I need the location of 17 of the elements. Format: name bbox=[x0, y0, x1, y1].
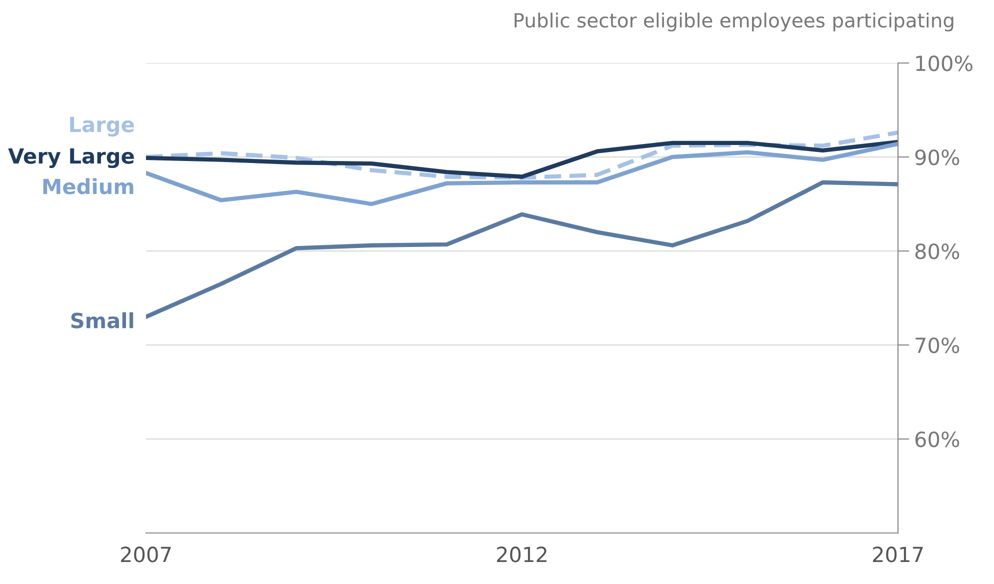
line-series bbox=[146, 140, 898, 179]
y-tick-label: 70% bbox=[916, 337, 960, 354]
y-tick-label: 80% bbox=[915, 243, 960, 260]
y-tick-label: 100% bbox=[916, 55, 972, 72]
line-series bbox=[146, 180, 898, 319]
chart-title: Public sector eligible employees participating bbox=[514, 12, 954, 32]
series-label: Medium bbox=[43, 178, 134, 194]
series-label: Small bbox=[71, 312, 134, 328]
series-label: Very Large bbox=[8, 148, 134, 168]
y-tick-label: 60% bbox=[915, 431, 960, 448]
line-series bbox=[146, 130, 898, 180]
line-series bbox=[146, 142, 898, 206]
x-tick-label: 2017 bbox=[873, 546, 923, 562]
series-label: Large bbox=[70, 116, 134, 137]
x-tick-label: 2007 bbox=[121, 546, 171, 562]
x-tick-label: 2012 bbox=[497, 546, 546, 562]
y-tick-label: 90% bbox=[915, 149, 960, 166]
